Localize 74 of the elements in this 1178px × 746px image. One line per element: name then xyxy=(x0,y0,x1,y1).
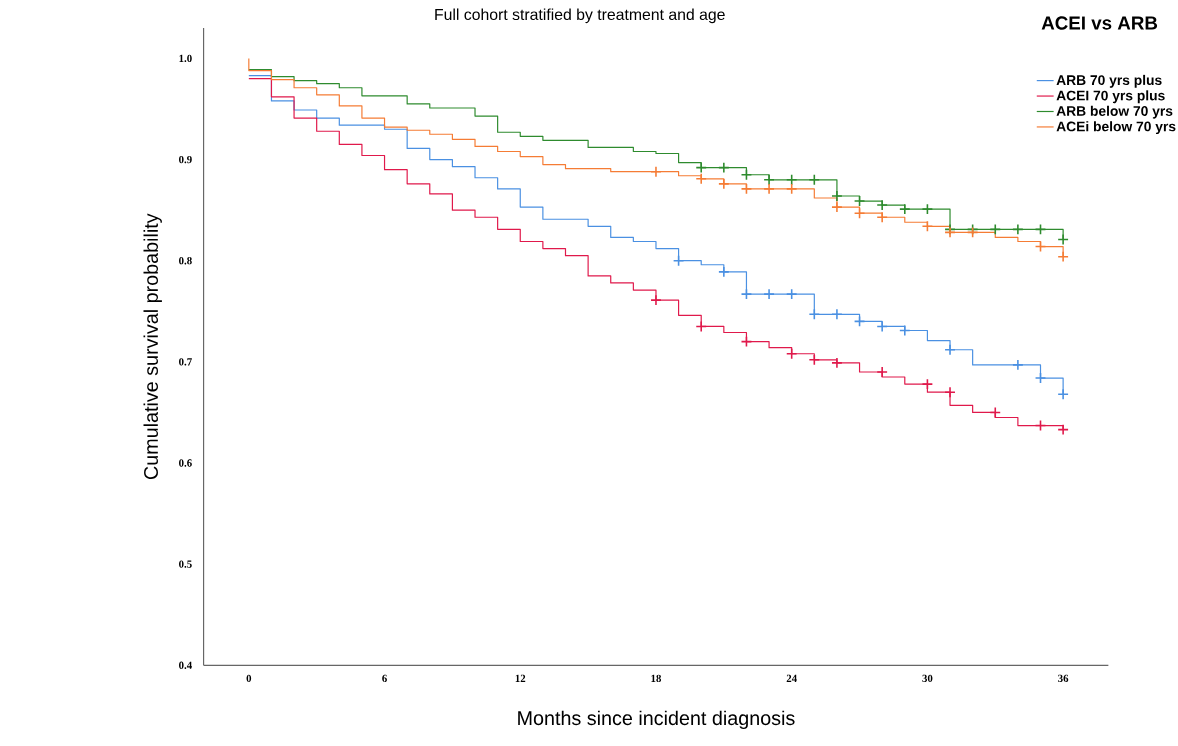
point xyxy=(740,335,753,348)
y-tick-label: 0.4 xyxy=(179,661,192,669)
point xyxy=(785,347,798,360)
legend-title: ACEI vs ARB xyxy=(1041,16,1158,30)
point xyxy=(1057,423,1069,436)
point xyxy=(785,288,798,300)
point xyxy=(899,324,911,337)
point xyxy=(899,203,911,215)
point xyxy=(989,223,1002,236)
point xyxy=(853,195,866,207)
point xyxy=(1057,233,1069,246)
point xyxy=(808,173,821,186)
point xyxy=(740,183,753,195)
point xyxy=(650,294,662,306)
point xyxy=(921,220,934,232)
point xyxy=(831,201,843,213)
point xyxy=(695,172,707,185)
point xyxy=(921,378,934,390)
point xyxy=(876,199,888,211)
legend-label: ACEi below 70 yrs xyxy=(1056,121,1176,134)
point xyxy=(1034,372,1047,384)
x-tick-label: 6 xyxy=(382,674,387,682)
point xyxy=(695,320,707,333)
point xyxy=(921,203,934,215)
x-tick-label: 24 xyxy=(786,674,797,682)
point xyxy=(650,165,662,178)
point xyxy=(695,161,707,174)
point xyxy=(831,357,843,369)
point xyxy=(763,288,775,300)
point xyxy=(1034,419,1047,432)
point xyxy=(672,254,685,267)
y-tick-label: 0.9 xyxy=(179,155,192,164)
point xyxy=(831,190,843,202)
point xyxy=(785,183,798,195)
x-tick-label: 12 xyxy=(515,674,526,682)
x-axis-title: Months since incident diagnosis xyxy=(518,710,795,729)
point xyxy=(876,320,888,333)
point xyxy=(1012,359,1024,371)
point xyxy=(1057,388,1069,400)
x-tick-label: 18 xyxy=(651,674,662,682)
point xyxy=(718,161,730,174)
point xyxy=(876,366,888,378)
legend-label: ARB below 70 yrs xyxy=(1056,105,1173,119)
x-tick-label: 0 xyxy=(246,674,252,682)
y-tick-label: 0.6 xyxy=(179,459,192,467)
y-tick-label: 1.0 xyxy=(179,54,192,63)
y-tick-label: 0.5 xyxy=(179,560,192,568)
point xyxy=(785,173,798,186)
legend-label: ACEI 70 yrs plus xyxy=(1056,90,1165,104)
chart-title: Full cohort stratified by treatment and age xyxy=(435,8,725,24)
point xyxy=(718,266,730,278)
point xyxy=(989,406,1002,419)
point xyxy=(831,308,843,320)
point xyxy=(763,173,775,186)
point xyxy=(1057,250,1069,263)
point xyxy=(763,183,775,195)
point xyxy=(718,178,730,190)
point xyxy=(853,315,866,328)
y-tick-label: 0.8 xyxy=(179,256,192,265)
point xyxy=(1012,223,1024,236)
point xyxy=(1034,223,1047,236)
point xyxy=(1034,240,1047,253)
point xyxy=(944,343,956,356)
point xyxy=(808,308,821,320)
point xyxy=(853,207,866,219)
point xyxy=(876,211,888,223)
x-tick-label: 30 xyxy=(922,674,933,682)
y-tick-label: 0.7 xyxy=(179,358,192,366)
point xyxy=(740,288,753,300)
y-axis-title: Cumulative survival probability xyxy=(143,213,162,479)
point xyxy=(944,386,956,398)
point xyxy=(740,168,753,181)
legend-label: ARB 70 yrs plus xyxy=(1056,74,1162,88)
x-tick-label: 36 xyxy=(1058,674,1069,682)
